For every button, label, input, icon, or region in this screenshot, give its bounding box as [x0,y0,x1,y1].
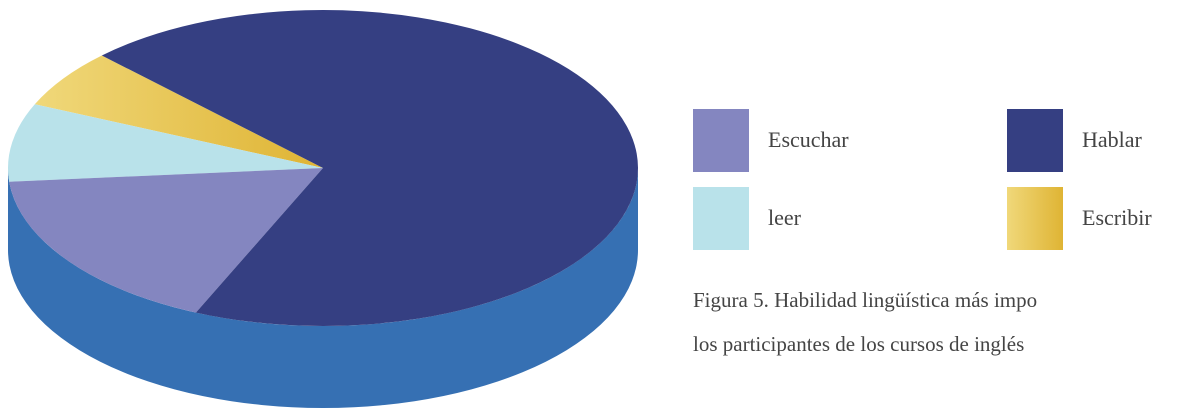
legend-swatch [693,187,749,250]
legend-swatch [1007,109,1063,172]
pie-slice [34,55,323,168]
legend-swatch [1007,187,1063,250]
pie-slice [7,104,323,182]
legend-label: Escuchar [768,127,849,152]
legend-swatch [693,109,749,172]
legend-label: leer [768,205,802,230]
pie-slice [9,168,324,313]
legend-label: Hablar [1082,127,1143,152]
caption: Figura 5. Habilidad lingüística más impo [693,288,1037,312]
legend-label: Escribir [1082,205,1152,230]
caption: los participantes de los cursos de inglé… [693,332,1024,356]
pie-side [8,168,638,408]
pie-slice [101,10,639,327]
